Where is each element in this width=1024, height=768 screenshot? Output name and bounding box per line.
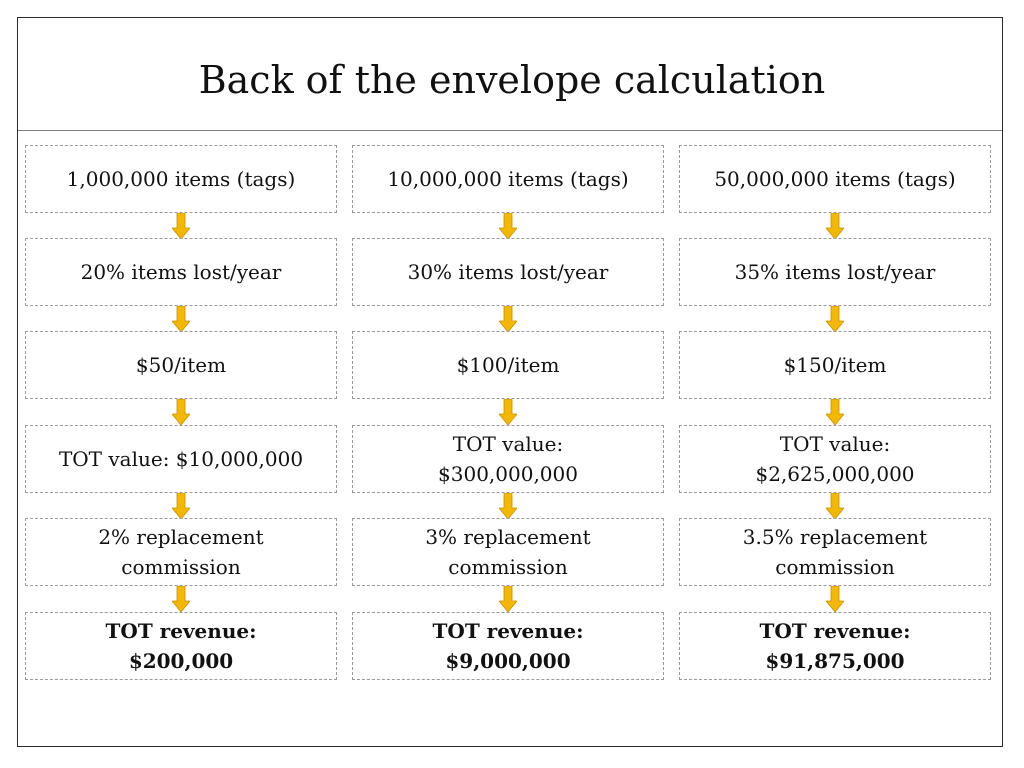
col1-commission-box: 2% replacement commission: [25, 518, 337, 586]
box-text-line: $9,000,000: [445, 649, 571, 673]
box-text-line: TOT value:: [452, 432, 564, 456]
box-text-line: TOT revenue:: [759, 619, 911, 643]
col2-items-box: 10,000,000 items (tags): [352, 145, 664, 213]
col1-loss-rate-box: 20% items lost/year: [25, 238, 337, 306]
box-text-line: $300,000,000: [438, 462, 578, 486]
box-text-line: commission: [121, 555, 241, 579]
box-text-line: $2,625,000,000: [755, 462, 915, 486]
title-divider: [18, 130, 1002, 131]
down-arrow-icon: [499, 399, 517, 425]
col1-total-value-box: TOT value: $10,000,000: [25, 425, 337, 493]
box-text-line: 2% replacement: [98, 525, 264, 549]
down-arrow-icon: [499, 586, 517, 612]
box-text-line: commission: [448, 555, 568, 579]
box-text-line: $150/item: [783, 353, 887, 377]
down-arrow-icon: [826, 399, 844, 425]
down-arrow-icon: [499, 213, 517, 239]
slide-title: Back of the envelope calculation: [198, 58, 826, 102]
col3-revenue-box: TOT revenue: $91,875,000: [679, 612, 991, 680]
col3-unit-price-box: $150/item: [679, 331, 991, 399]
down-arrow-icon: [499, 306, 517, 332]
col1-revenue-box: TOT revenue: $200,000: [25, 612, 337, 680]
box-text-line: 1,000,000 items (tags): [66, 167, 296, 191]
col2-unit-price-box: $100/item: [352, 331, 664, 399]
box-text-line: TOT value:: [779, 432, 891, 456]
box-text-line: 30% items lost/year: [407, 260, 609, 284]
box-text-line: $200,000: [128, 649, 234, 673]
down-arrow-icon: [826, 213, 844, 239]
down-arrow-icon: [172, 586, 190, 612]
down-arrow-icon: [172, 493, 190, 519]
box-text-line: 20% items lost/year: [80, 260, 282, 284]
col3-loss-rate-box: 35% items lost/year: [679, 238, 991, 306]
box-text-line: 3% replacement: [425, 525, 591, 549]
col2-loss-rate-box: 30% items lost/year: [352, 238, 664, 306]
down-arrow-icon: [826, 306, 844, 332]
box-text-line: 3.5% replacement: [742, 525, 928, 549]
box-text-line: commission: [775, 555, 895, 579]
down-arrow-icon: [172, 306, 190, 332]
col2-commission-box: 3% replacement commission: [352, 518, 664, 586]
box-text-line: TOT revenue:: [432, 619, 584, 643]
box-text-line: 50,000,000 items (tags): [714, 167, 956, 191]
down-arrow-icon: [826, 493, 844, 519]
down-arrow-icon: [172, 213, 190, 239]
down-arrow-icon: [499, 493, 517, 519]
col3-commission-box: 3.5% replacement commission: [679, 518, 991, 586]
down-arrow-icon: [826, 586, 844, 612]
col1-items-box: 1,000,000 items (tags): [25, 145, 337, 213]
box-text-line: $91,875,000: [765, 649, 905, 673]
box-text-line: TOT revenue:: [105, 619, 257, 643]
col1-unit-price-box: $50/item: [25, 331, 337, 399]
box-text-line: 10,000,000 items (tags): [387, 167, 629, 191]
down-arrow-icon: [172, 399, 190, 425]
box-text-line: 35% items lost/year: [734, 260, 936, 284]
box-text-line: $100/item: [456, 353, 560, 377]
col3-items-box: 50,000,000 items (tags): [679, 145, 991, 213]
col3-total-value-box: TOT value: $2,625,000,000: [679, 425, 991, 493]
col2-total-value-box: TOT value: $300,000,000: [352, 425, 664, 493]
col2-revenue-box: TOT revenue: $9,000,000: [352, 612, 664, 680]
box-text-line: $50/item: [135, 353, 227, 377]
box-text-line: TOT value: $10,000,000: [58, 447, 304, 471]
